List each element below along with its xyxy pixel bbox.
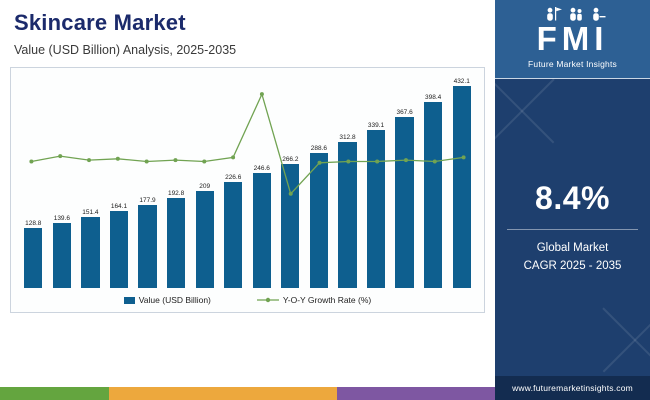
bar-value-label: 432.1 xyxy=(453,78,470,86)
bar-column[interactable]: 288.6 xyxy=(305,78,334,288)
chart-legend: Value (USD Billion) Y-O-Y Growth Rate (%… xyxy=(17,288,478,310)
bar[interactable] xyxy=(81,217,100,288)
bar-swatch-icon xyxy=(123,296,135,304)
bar[interactable] xyxy=(452,86,471,288)
bar[interactable] xyxy=(309,153,329,288)
bar[interactable] xyxy=(395,116,414,288)
bar-value-label: 177.9 xyxy=(139,197,156,204)
bar-value-label: 226.6 xyxy=(225,174,242,182)
bar[interactable] xyxy=(281,163,300,288)
fmi-logo-people-icons xyxy=(495,7,650,21)
bar[interactable] xyxy=(424,102,443,288)
bar[interactable] xyxy=(366,129,386,288)
bar[interactable] xyxy=(252,172,271,288)
bar[interactable] xyxy=(195,190,214,288)
bar-column[interactable]: 266.2 xyxy=(276,78,305,288)
bar[interactable] xyxy=(138,205,157,288)
bar-value-label: 312.8 xyxy=(339,134,356,141)
line-swatch-icon xyxy=(256,297,279,303)
cagr-label: Global Market CAGR 2025 - 2035 xyxy=(507,229,638,275)
legend-item-value[interactable]: Value (USD Billion) xyxy=(123,295,211,305)
bar[interactable] xyxy=(109,211,129,288)
bar-column[interactable]: 192.8 xyxy=(162,78,191,288)
stripe-orange xyxy=(108,387,337,400)
bar[interactable] xyxy=(166,198,186,288)
bar-column[interactable]: 139.6 xyxy=(48,78,77,288)
bar-value-label: 339.1 xyxy=(367,121,385,129)
bar-value-label: 266.2 xyxy=(282,155,299,163)
bar-value-label: 151.4 xyxy=(82,209,99,217)
bar-column[interactable]: 226.6 xyxy=(219,78,248,288)
bar-column[interactable]: 398.4 xyxy=(419,78,448,288)
bar-value-label: 398.4 xyxy=(425,94,442,102)
bar-line-chart: 128.8 139.6 151.4 164.1 177.9 192.8 209 226.6 24… xyxy=(10,67,485,313)
bar-value-label: 128.8 xyxy=(25,219,42,227)
cagr-label-line1: Global Market xyxy=(536,242,609,255)
website-bar[interactable]: www.futuremarketinsights.com xyxy=(495,376,650,400)
chart-plot-area: 128.8 139.6 151.4 164.1 177.9 192.8 209 226.6 24… xyxy=(17,78,478,288)
bar-series: 128.8 139.6 151.4 164.1 177.9 192.8 209 226.6 24… xyxy=(17,78,478,288)
bar-column[interactable]: 164.1 xyxy=(105,78,134,288)
fmi-logo: FMI Future Market Insights xyxy=(495,0,650,79)
website-url[interactable]: www.futuremarketinsights.com xyxy=(512,383,633,393)
chart-panel: Skincare Market Value (USD Billion) Anal… xyxy=(0,0,495,400)
bar-column[interactable]: 151.4 xyxy=(76,78,105,288)
bar-column[interactable]: 367.6 xyxy=(390,78,419,288)
page-title: Skincare Market xyxy=(14,10,186,35)
cagr-label-line2: CAGR 2025 - 2035 xyxy=(523,259,622,272)
header: Skincare Market Value (USD Billion) Anal… xyxy=(0,0,495,61)
stripe-purple xyxy=(336,387,495,400)
bar-value-label: 288.6 xyxy=(310,145,328,153)
fmi-logo-text: FMI xyxy=(536,20,609,57)
bar[interactable] xyxy=(224,182,243,288)
bar-value-label: 209 xyxy=(199,182,211,190)
stripe-green xyxy=(0,387,109,400)
bar-value-label: 192.8 xyxy=(167,190,185,197)
cagr-stat: 8.4% Global Market CAGR 2025 - 2035 xyxy=(495,79,650,376)
bar-value-label: 139.6 xyxy=(53,214,70,222)
bar-value-label: 246.6 xyxy=(253,164,270,172)
footer-color-stripe xyxy=(0,387,495,400)
legend-label-value: Value (USD Billion) xyxy=(138,295,211,305)
page-subtitle: Value (USD Billion) Analysis, 2025-2035 xyxy=(14,43,237,57)
bar-column[interactable]: 177.9 xyxy=(133,78,162,288)
cagr-value: 8.4% xyxy=(535,180,610,217)
bar-column[interactable]: 128.8 xyxy=(19,78,48,288)
bar-column[interactable]: 432.1 xyxy=(447,78,476,288)
bar-column[interactable]: 246.6 xyxy=(248,78,277,288)
fmi-logo-subtitle: Future Market Insights xyxy=(528,59,617,69)
bar-column[interactable]: 209 xyxy=(190,78,219,288)
bar[interactable] xyxy=(338,142,357,288)
brand-sidebar: FMI Future Market Insights 8.4% Global M… xyxy=(495,0,650,400)
bar[interactable] xyxy=(24,227,43,288)
bar-column[interactable]: 339.1 xyxy=(362,78,391,288)
bar[interactable] xyxy=(52,222,71,288)
bar-value-label: 164.1 xyxy=(110,203,128,211)
bar-column[interactable]: 312.8 xyxy=(333,78,362,288)
legend-label-growth: Y-O-Y Growth Rate (%) xyxy=(282,295,372,305)
legend-item-growth[interactable]: Y-O-Y Growth Rate (%) xyxy=(256,295,372,305)
bar-value-label: 367.6 xyxy=(396,108,413,116)
